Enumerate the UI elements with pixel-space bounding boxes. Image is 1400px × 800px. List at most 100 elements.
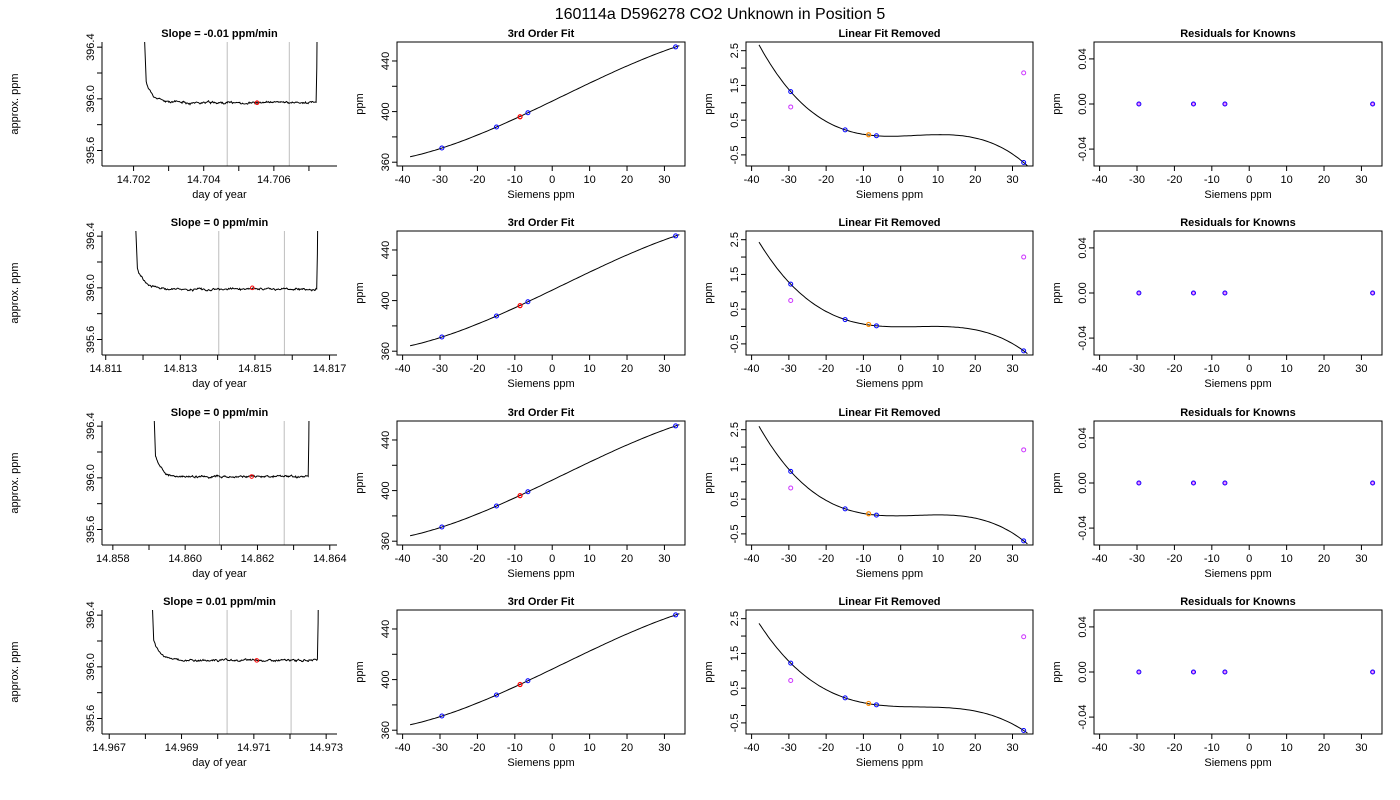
x-tick-label: -40 (395, 742, 411, 754)
x-tick-label: -10 (855, 553, 871, 565)
plot-area (1136, 669, 1376, 675)
window-mean-point (250, 285, 255, 291)
x-tick-label: -10 (1204, 174, 1220, 186)
y-tick-label: 395.6 (85, 137, 97, 165)
known-point (842, 127, 848, 133)
x-tick-label: 20 (1318, 174, 1330, 186)
known-point (1190, 101, 1196, 107)
y-tick-label: 396.0 (85, 274, 97, 302)
x-tick-label: 20 (969, 363, 981, 375)
x-tick-label: -20 (1166, 174, 1182, 186)
y-tick-label: 0.04 (1077, 48, 1089, 69)
known-point (1136, 101, 1142, 107)
x-axis-label: Siemens ppm (1204, 757, 1271, 769)
panel-linear_removed-row4: Linear Fit Removed -40 -30 -20 -10 0 10 20 30 -0.… (703, 596, 1034, 769)
x-axis-label: day of year (192, 757, 247, 769)
known-point (1136, 669, 1142, 675)
y-tick-label: 400 (380, 670, 392, 688)
panel-residuals-row2: Residuals for Knowns -40 -30 -20 -10 0 10 20 30 -… (1051, 217, 1383, 390)
x-tick-label: -10 (1204, 363, 1220, 375)
fit-curve (758, 623, 1028, 734)
x-tick-label: -30 (432, 553, 448, 565)
known-point (525, 299, 531, 305)
x-tick-label: 0 (549, 742, 555, 754)
x-tick-label: 0 (898, 174, 904, 186)
fit-curve (758, 44, 1028, 166)
y-tick-label: 0.5 (729, 681, 741, 696)
known-point-inner (1191, 670, 1196, 674)
known-point (1370, 669, 1376, 675)
plot-area (758, 426, 1028, 545)
x-tick-label: -30 (432, 363, 448, 375)
x-tick-label: -30 (432, 742, 448, 754)
y-tick-label: -0.5 (729, 713, 741, 732)
x-tick-label: 30 (1355, 174, 1367, 186)
x-tick-label: -10 (1204, 742, 1220, 754)
known-point (1021, 538, 1027, 544)
plot-area (409, 233, 680, 347)
x-tick-label: 0 (898, 363, 904, 375)
x-tick-label: -30 (432, 174, 448, 186)
plot-area (758, 241, 1028, 354)
y-tick-label: -0.5 (729, 145, 741, 164)
x-tick-label: -10 (855, 742, 871, 754)
y-tick-label: 440 (380, 431, 392, 449)
x-tick-label: -10 (855, 363, 871, 375)
x-tick-label: 20 (1318, 553, 1330, 565)
x-axis-label: day of year (192, 189, 247, 201)
unknown-point (866, 700, 872, 707)
y-tick-label: 396.4 (85, 412, 97, 440)
panel-fit-row3: 3rd Order Fit -40 -30 -20 -10 0 10 20 30 360 400 44… (354, 407, 686, 580)
x-tick-label: 10 (583, 363, 595, 375)
fit-curve (758, 426, 1028, 545)
x-tick-label: -20 (469, 553, 485, 565)
x-tick-label: 14.862 (241, 553, 275, 565)
x-tick-label: -40 (744, 553, 760, 565)
y-tick-label: -0.04 (1077, 137, 1089, 162)
known-point-inner (1223, 481, 1227, 485)
x-tick-label: 14.813 (164, 363, 198, 375)
x-tick-label: 14.817 (313, 363, 347, 375)
panel-title: Slope = 0 ppm/min (171, 217, 269, 229)
x-axis-label: Siemens ppm (856, 568, 923, 580)
panel-trace-row1: Slope = -0.01 ppm/min 14.702 14.704 14.706 3… (9, 28, 337, 201)
known-point (673, 44, 679, 50)
y-tick-label: 2.5 (729, 611, 741, 626)
panel-linear_removed-row1: Linear Fit Removed -40 -30 -20 -10 0 10 20 30 -0.… (703, 28, 1034, 201)
known-point (1222, 290, 1228, 296)
plot-area (758, 623, 1028, 734)
known-point-inner (1137, 481, 1141, 485)
y-tick-label: 396.0 (85, 85, 97, 113)
x-tick-label: 14.704 (187, 174, 221, 186)
x-tick-label: -30 (781, 553, 797, 565)
x-tick-label: -40 (1092, 363, 1108, 375)
y-tick-label: 395.6 (85, 326, 97, 354)
x-tick-label: -20 (1166, 553, 1182, 565)
known-point (1222, 480, 1228, 486)
x-axis-label: Siemens ppm (507, 757, 574, 769)
x-tick-label: 10 (1280, 742, 1292, 754)
figure-title: 160114a D596278 CO2 Unknown in Position … (555, 6, 886, 23)
known-point (493, 124, 499, 130)
known-point (788, 281, 794, 287)
y-tick-label: 440 (380, 620, 392, 638)
unknown-point (866, 511, 872, 517)
x-tick-label: 30 (1355, 363, 1367, 375)
known-point (788, 89, 794, 95)
panel-title: 3rd Order Fit (508, 28, 575, 40)
y-axis-label: ppm (354, 282, 366, 303)
unknown-point (517, 303, 523, 309)
x-tick-label: -10 (855, 174, 871, 186)
x-tick-label: -20 (469, 363, 485, 375)
known-point-inner (1137, 291, 1141, 295)
y-axis-label: ppm (703, 661, 715, 682)
x-tick-label: 30 (1355, 553, 1367, 565)
y-tick-label: 1.5 (729, 78, 741, 93)
x-tick-label: 20 (621, 553, 633, 565)
x-tick-label: 14.702 (117, 174, 151, 186)
y-tick-label: 0.5 (729, 492, 741, 507)
x-tick-label: -20 (818, 174, 834, 186)
x-tick-label: 30 (1006, 742, 1018, 754)
x-tick-label: 0 (549, 174, 555, 186)
